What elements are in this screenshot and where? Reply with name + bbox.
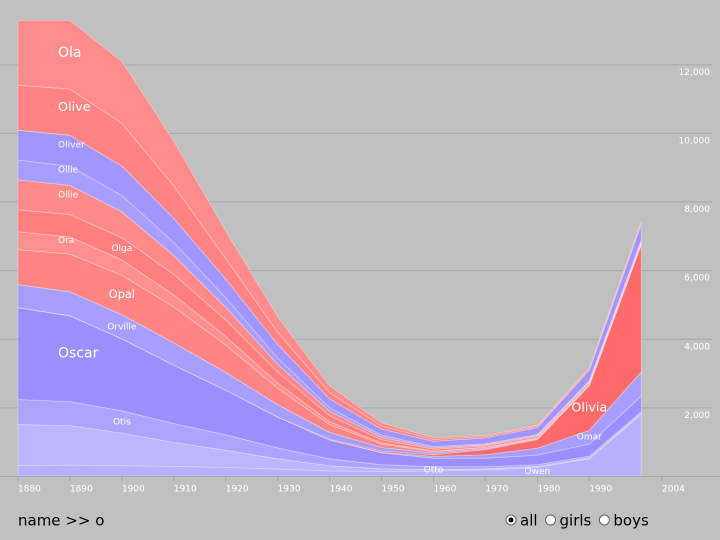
y-tick-label: 8,000 xyxy=(684,205,710,215)
query[interactable]: name >> o xyxy=(18,512,104,530)
series-label: Otto xyxy=(424,466,444,476)
series-label: Owen xyxy=(525,467,551,477)
x-tick-label: 1970 xyxy=(485,485,508,495)
x-tick-label: 1930 xyxy=(278,485,301,495)
series-label: Otis xyxy=(113,417,131,427)
series-label: Opal xyxy=(109,288,135,301)
y-tick-label: 4,000 xyxy=(684,342,710,352)
x-tick-label: 1880 xyxy=(18,485,41,495)
x-tick-label: 1940 xyxy=(330,485,353,495)
y-tick-label: 12,000 xyxy=(679,68,711,78)
series-label: Ollie xyxy=(58,190,79,200)
filters: all girls boys xyxy=(505,512,649,530)
y-tick-label: 10,000 xyxy=(679,136,711,146)
x-tick-label: 1900 xyxy=(122,485,145,495)
radio-label[interactable]: girls xyxy=(560,512,592,530)
x-tick-label: 1980 xyxy=(537,485,560,495)
radio[interactable] xyxy=(545,514,557,526)
area xyxy=(17,243,642,454)
x-tick-label: 1920 xyxy=(226,485,249,495)
series-label: Oscar xyxy=(58,346,99,362)
areas xyxy=(17,20,642,477)
series-label: Ora xyxy=(58,236,74,246)
area xyxy=(17,412,642,472)
area xyxy=(17,20,642,441)
radio[interactable] xyxy=(598,514,610,526)
x-tick-label: 1890 xyxy=(70,485,93,495)
x-tick-label: 2004 xyxy=(662,485,685,495)
y-tick-label: 2,000 xyxy=(684,411,710,421)
radio-label[interactable]: boys xyxy=(613,512,649,530)
x-tick-label: 1910 xyxy=(174,485,197,495)
series-label: Ola xyxy=(58,45,82,61)
y-tick-label: 6,000 xyxy=(684,274,710,284)
x-tick-label: 1960 xyxy=(433,485,456,495)
series-label: Olivia xyxy=(571,400,607,415)
x-tick-label: 1950 xyxy=(382,485,405,495)
series-label: Oliver xyxy=(58,141,85,151)
radio-dot xyxy=(508,517,514,523)
x-axis: 1880 1890 1900 1910 1920 1930 1940 1950 1960 1970… xyxy=(17,476,685,495)
series-label: Ollie xyxy=(58,165,79,175)
area xyxy=(17,129,642,447)
radio-label[interactable]: all xyxy=(520,512,538,530)
series-label: Olga xyxy=(111,244,132,254)
series-label: Omar xyxy=(577,433,602,443)
x-tick-label: 1990 xyxy=(589,485,612,495)
series-label: Orville xyxy=(107,322,137,332)
series-label: Olive xyxy=(58,100,91,115)
series-labels: 2,000 4,000 6,000 8,000 10,000 12,000 Owen Otto… xyxy=(58,45,710,477)
